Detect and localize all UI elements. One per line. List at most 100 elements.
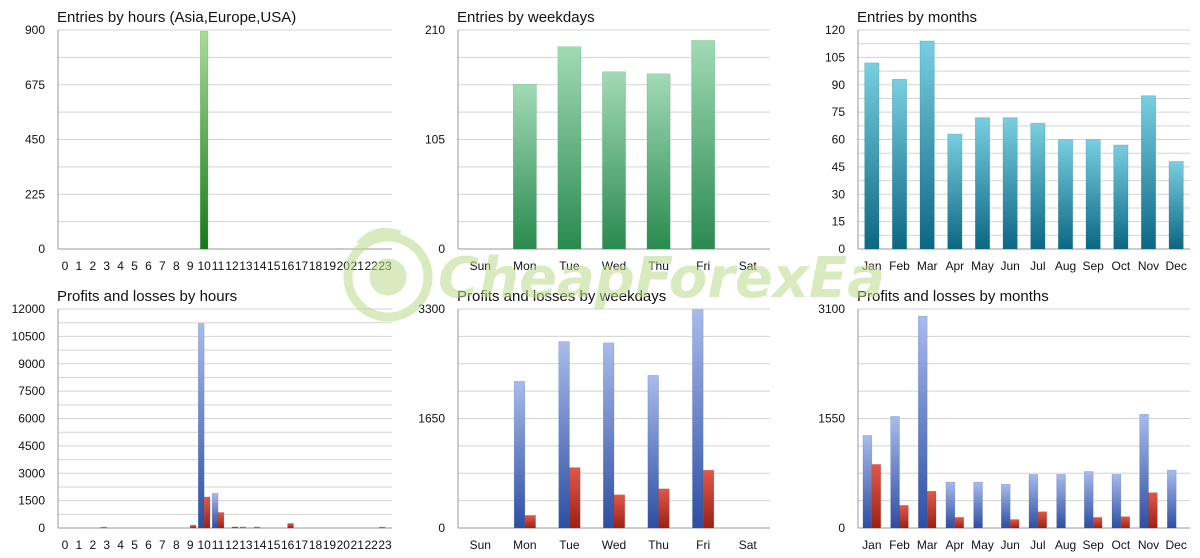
bar — [890, 416, 900, 529]
bar — [557, 46, 582, 250]
y-tick-label: 120 — [825, 23, 845, 37]
y-tick-label: 75 — [832, 105, 846, 119]
x-tick-label: Thu — [648, 259, 669, 273]
chart-hours-pl: Profits and losses by hours 0 1500 3000 4500… — [12, 288, 392, 552]
y-tick-label: 450 — [25, 133, 45, 147]
y-tick-label: 9000 — [18, 357, 45, 371]
bar — [862, 435, 873, 529]
y-tick-label: 105 — [425, 133, 445, 147]
bar — [1028, 474, 1039, 529]
bar — [603, 342, 615, 529]
bar — [569, 467, 581, 529]
x-tick-label: Jul — [1030, 259, 1045, 273]
chart-weekday-pl: Profits and losses by weekdays 0 1650 3300 S… — [418, 288, 770, 552]
bar — [947, 133, 963, 250]
x-tick-label: Dec — [1165, 538, 1186, 552]
y-tick-label: 675 — [25, 78, 45, 92]
y-tick-label: 0 — [838, 521, 845, 535]
x-tick-label: 17 — [295, 259, 309, 273]
x-tick-label: Jun — [1000, 538, 1019, 552]
y-tick-label: 0 — [838, 242, 845, 256]
x-tick-label: Jun — [1000, 259, 1019, 273]
x-tick-label: 12 — [225, 538, 239, 552]
bar — [100, 526, 107, 529]
x-tick-label: Sat — [739, 538, 758, 552]
x-tick-label: Nov — [1138, 538, 1159, 552]
x-tick-label: Jan — [862, 259, 881, 273]
y-tick-label: 1550 — [818, 412, 845, 426]
y-tick-label: 210 — [425, 23, 445, 37]
x-tick-label: 9 — [187, 538, 194, 552]
x-tick-label: Jul — [1030, 538, 1045, 552]
y-tick-label: 45 — [832, 160, 846, 174]
bar — [1009, 519, 1020, 529]
x-tick-label: Apr — [945, 259, 964, 273]
bar — [1056, 474, 1066, 529]
x-tick-label: 19 — [323, 259, 337, 273]
x-tick-label: Oct — [1111, 538, 1130, 552]
x-tick-label: 17 — [295, 538, 309, 552]
bar — [1167, 469, 1177, 529]
x-tick-label: Oct — [1111, 259, 1130, 273]
x-tick-label: Tue — [559, 259, 580, 273]
x-tick-label: Dec — [1165, 259, 1186, 273]
x-tick-label: 22 — [364, 259, 378, 273]
bar — [1141, 95, 1156, 250]
y-tick-label: 225 — [25, 187, 45, 201]
x-tick-label: Jan — [862, 538, 881, 552]
chart-title: Entries by months — [857, 9, 977, 26]
bar — [954, 517, 964, 529]
x-tick-label: 23 — [378, 538, 392, 552]
x-tick-label: May — [971, 538, 994, 552]
x-tick-label: 13 — [239, 538, 253, 552]
bar — [217, 512, 225, 529]
bar — [1113, 144, 1129, 250]
x-tick-label: 5 — [131, 538, 138, 552]
bar — [613, 494, 625, 529]
x-tick-label: 14 — [253, 259, 267, 273]
y-tick-label: 15 — [832, 215, 846, 229]
x-tick-label: Sep — [1082, 538, 1104, 552]
y-tick-label: 0 — [38, 242, 45, 256]
x-tick-label: 13 — [239, 259, 253, 273]
x-tick-label: 11 — [212, 259, 225, 273]
x-tick-label: 8 — [173, 259, 180, 273]
x-tick-label: 11 — [212, 538, 225, 552]
x-tick-label: Nov — [1138, 259, 1159, 273]
bar — [691, 40, 715, 250]
bar — [646, 73, 671, 250]
bar — [1148, 492, 1158, 529]
y-tick-label: 0 — [438, 242, 445, 256]
bar — [203, 496, 211, 529]
y-tick-label: 10500 — [12, 329, 46, 343]
x-tick-label: 15 — [267, 259, 281, 273]
x-tick-label: 3 — [103, 259, 110, 273]
x-tick-label: 16 — [281, 538, 295, 552]
x-tick-label: Sun — [470, 259, 491, 273]
x-tick-label: Sat — [739, 259, 758, 273]
x-tick-label: Feb — [889, 259, 910, 273]
x-tick-label: 0 — [62, 259, 69, 273]
x-tick-label: 15 — [267, 538, 281, 552]
x-tick-label: 10 — [197, 538, 211, 552]
y-tick-label: 900 — [25, 23, 45, 37]
x-tick-label: 22 — [364, 538, 378, 552]
x-tick-label: 2 — [89, 538, 96, 552]
chart-title: Entries by weekdays — [457, 9, 595, 26]
bar — [1084, 471, 1094, 529]
bar — [926, 491, 937, 529]
y-tick-label: 3300 — [418, 302, 445, 316]
bar — [1092, 517, 1103, 529]
x-tick-label: 19 — [323, 538, 337, 552]
bar — [1139, 414, 1149, 529]
y-tick-label: 105 — [825, 50, 845, 64]
bar — [975, 117, 990, 250]
x-tick-label: 4 — [117, 538, 124, 552]
x-tick-label: Mon — [513, 538, 536, 552]
x-tick-label: 20 — [337, 259, 351, 273]
x-tick-label: Wed — [602, 538, 626, 552]
y-tick-label: 1650 — [418, 412, 445, 426]
chart-title: Entries by hours (Asia,Europe,USA) — [57, 9, 296, 26]
bar — [1120, 516, 1130, 529]
x-tick-label: Mon — [513, 259, 536, 273]
